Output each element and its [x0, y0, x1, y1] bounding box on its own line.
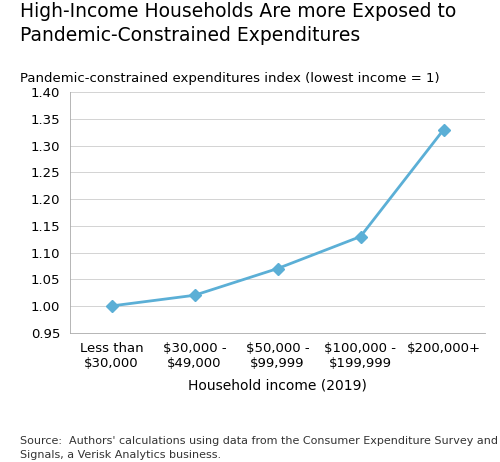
Text: Pandemic-constrained expenditures index (lowest income = 1): Pandemic-constrained expenditures index …	[20, 73, 440, 85]
Text: Source:  Authors' calculations using data from the Consumer Expenditure Survey a: Source: Authors' calculations using data…	[20, 437, 500, 460]
Text: High-Income Households Are more Exposed to
Pandemic-Constrained Expenditures: High-Income Households Are more Exposed …	[20, 2, 456, 45]
X-axis label: Household income (2019): Household income (2019)	[188, 379, 367, 393]
